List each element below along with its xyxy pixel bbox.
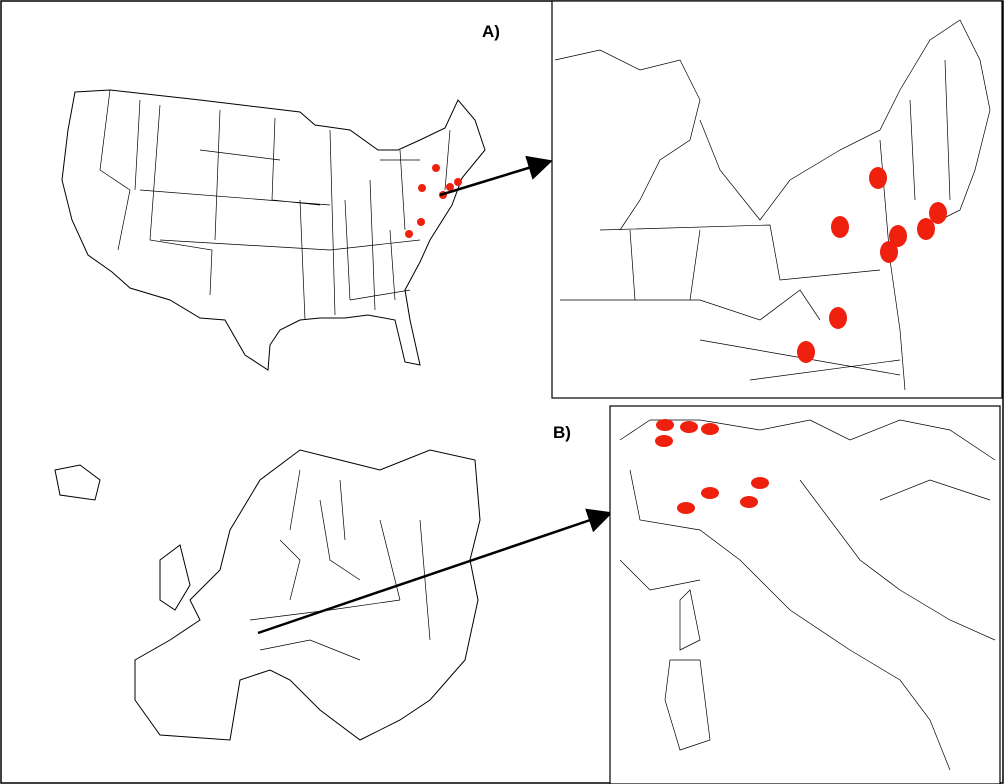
site-dot (831, 216, 849, 238)
site-dot (417, 218, 425, 226)
inset-a (552, 1, 1002, 398)
site-dot (432, 164, 440, 172)
panel-label: B) (553, 423, 571, 442)
site-dot (701, 423, 719, 435)
site-dot (829, 307, 847, 329)
site-dot (751, 477, 769, 489)
site-dot (655, 435, 673, 447)
site-dot (797, 341, 815, 363)
inset-b (610, 406, 1000, 784)
site-dot (656, 419, 674, 431)
panel-label: A) (482, 22, 500, 41)
site-dot (405, 230, 413, 238)
site-dot (701, 487, 719, 499)
site-dot (740, 496, 758, 508)
site-dot (677, 502, 695, 514)
site-dot (869, 167, 887, 189)
site-dot (929, 202, 947, 224)
figure: A) B) (0, 0, 1004, 784)
site-dot (880, 241, 898, 263)
site-dot (418, 184, 426, 192)
site-dot (680, 421, 698, 433)
site-dot (454, 178, 462, 186)
